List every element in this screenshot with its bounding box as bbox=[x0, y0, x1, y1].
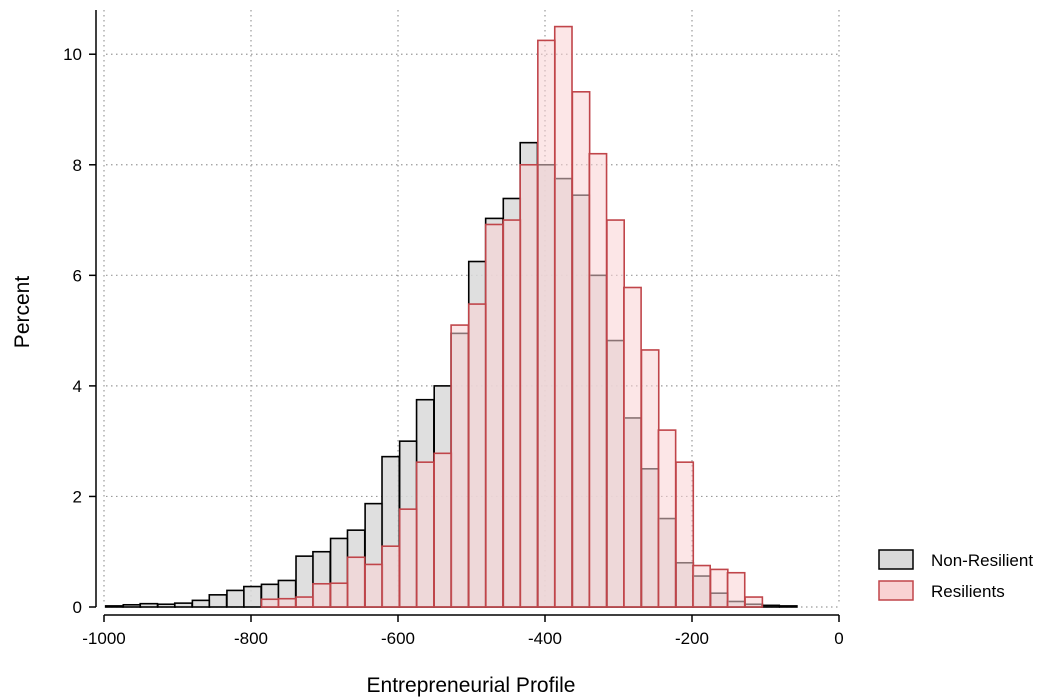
legend-swatch-non-resilient bbox=[878, 549, 914, 570]
bar-resilients bbox=[606, 219, 625, 608]
bar-non-resilient bbox=[778, 605, 798, 608]
bar-resilients bbox=[726, 571, 746, 608]
bar-resilients bbox=[295, 596, 315, 608]
y-tick-label: 10 bbox=[63, 45, 82, 64]
legend-label-non-resilient: Non-Resilient bbox=[931, 551, 1033, 570]
bar-resilients bbox=[623, 286, 642, 608]
bar-resilients bbox=[744, 596, 764, 608]
bar-resilients bbox=[260, 598, 280, 608]
bar-resilients bbox=[709, 568, 729, 608]
bar-resilients bbox=[364, 563, 384, 608]
bar-non-resilient bbox=[104, 605, 124, 608]
x-tick-label: 0 bbox=[834, 629, 843, 648]
bar-resilients bbox=[312, 582, 331, 608]
bar-non-resilient bbox=[243, 585, 262, 608]
axes bbox=[95, 10, 839, 616]
x-ticks: -1000 -800 -600 -400 -200 0 bbox=[82, 615, 844, 648]
bar-resilients bbox=[381, 545, 401, 608]
x-axis-title: Entrepreneurial Profile bbox=[367, 674, 576, 697]
bar-resilients bbox=[657, 429, 677, 608]
bar-non-resilient bbox=[139, 602, 159, 608]
y-axis-title: Percent bbox=[11, 276, 34, 349]
bar-non-resilient bbox=[191, 599, 211, 608]
legend-swatch-resilients bbox=[878, 580, 914, 601]
x-tick-label: -400 bbox=[528, 629, 562, 648]
bar-resilients bbox=[277, 597, 297, 608]
y-ticks: 0 2 4 6 8 10 bbox=[63, 45, 96, 617]
bar-resilients bbox=[692, 564, 711, 608]
bar-non-resilient bbox=[226, 589, 246, 608]
bar-non-resilient bbox=[122, 603, 142, 608]
bar-resilients bbox=[415, 461, 435, 608]
bar-resilients bbox=[519, 163, 539, 608]
bar-resilients bbox=[675, 461, 695, 608]
x-tick-label: -1000 bbox=[82, 629, 125, 648]
bar-resilients bbox=[467, 303, 487, 608]
bar-non-resilient bbox=[761, 604, 781, 608]
bar-non-resilient bbox=[173, 602, 193, 608]
bar-resilients bbox=[398, 508, 418, 608]
x-tick-label: -800 bbox=[234, 629, 268, 648]
y-tick-label: 2 bbox=[73, 487, 82, 506]
bar-resilients bbox=[346, 556, 366, 608]
bar-non-resilient bbox=[157, 603, 176, 608]
bar-resilients bbox=[553, 25, 573, 608]
bar-resilients bbox=[588, 152, 608, 608]
bar-resilients bbox=[640, 349, 660, 608]
y-tick-label: 6 bbox=[73, 266, 82, 285]
bar-resilients bbox=[450, 324, 470, 608]
y-tick-label: 4 bbox=[73, 377, 82, 396]
bar-non-resilient bbox=[208, 594, 228, 608]
series-resilients bbox=[260, 25, 764, 608]
bar-resilients bbox=[433, 452, 453, 608]
x-tick-label: -600 bbox=[381, 629, 415, 648]
bar-resilients bbox=[571, 91, 591, 608]
y-tick-label: 0 bbox=[73, 598, 82, 617]
x-tick-label: -200 bbox=[675, 629, 709, 648]
legend-label-resilients: Resilients bbox=[931, 582, 1005, 601]
legend: Non-Resilient Resilients bbox=[878, 549, 1033, 601]
bar-resilients bbox=[484, 223, 504, 608]
bar-resilients bbox=[502, 219, 522, 608]
bar-resilients bbox=[329, 582, 349, 608]
bar-resilients bbox=[537, 39, 556, 608]
y-tick-label: 8 bbox=[73, 156, 82, 175]
